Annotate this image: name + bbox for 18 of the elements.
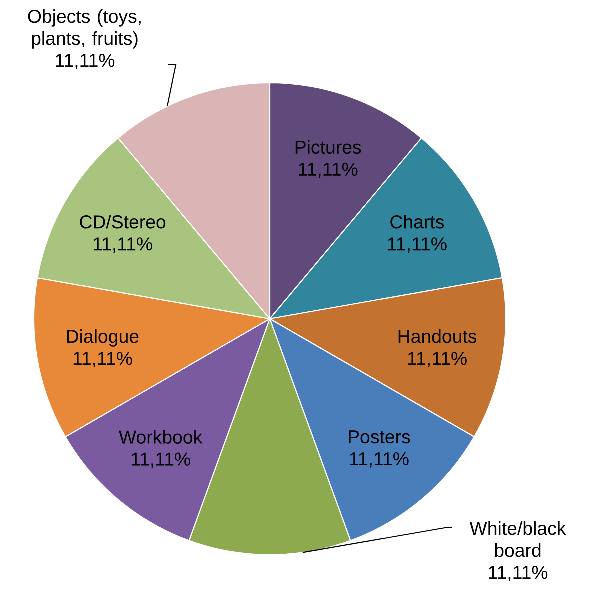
data-label: 11,11% (132, 452, 190, 468)
data-label: 11,11% (94, 238, 152, 253)
slice-label: Handouts (398, 330, 477, 344)
data-label: 11,11% (408, 352, 467, 368)
slice-label: Workbook (119, 430, 203, 444)
slice-label: Charts (390, 215, 444, 229)
slice-label: Objects (toys, plants, fruits) (28, 9, 141, 49)
slice-label: Pictures (296, 140, 362, 154)
data-label: 11,11% (350, 452, 409, 468)
data-label: 11,11% (74, 352, 132, 368)
slice-label: White/black board (470, 521, 566, 558)
slice-label: Posters (349, 430, 410, 444)
data-label: 11,11% (56, 54, 115, 70)
data-label: 11,11% (299, 162, 358, 178)
slice-label: CD/Stereo (80, 215, 166, 229)
data-label: 11,11% (489, 566, 548, 582)
data-label: 11,11% (388, 238, 447, 253)
slice-label: Dialogue (67, 330, 139, 347)
